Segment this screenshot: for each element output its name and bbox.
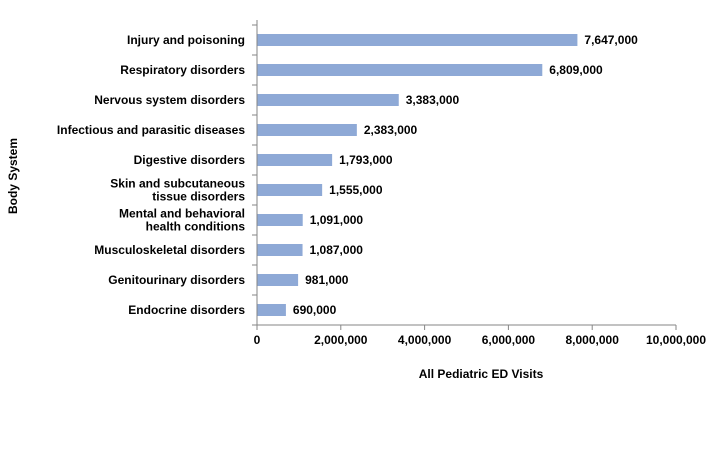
category-label-line: Genitourinary disorders <box>108 273 245 287</box>
category-label-line: Nervous system disorders <box>94 93 245 107</box>
bar <box>257 184 323 196</box>
category-label: Endocrine disorders <box>128 303 245 317</box>
category-label-line: Endocrine disorders <box>128 303 245 317</box>
category-label: Infectious and parasitic diseases <box>57 123 245 137</box>
bar <box>257 64 543 76</box>
data-label: 6,809,000 <box>549 63 603 77</box>
data-label: 1,555,000 <box>329 183 383 197</box>
category-label-line: Infectious and parasitic diseases <box>57 123 245 137</box>
category-label: Musculoskeletal disorders <box>94 243 245 257</box>
category-label: Mental and behavioral health conditions <box>119 207 245 234</box>
category-label-line: Digestive disorders <box>134 153 246 167</box>
category-label-line: Mental and behavioral <box>119 207 245 221</box>
bar <box>257 154 333 166</box>
x-tick-label: 4,000,000 <box>398 333 452 347</box>
data-label: 981,000 <box>305 273 349 287</box>
bar <box>257 214 303 226</box>
data-label: 1,793,000 <box>339 153 393 167</box>
bar <box>257 124 357 136</box>
category-label-line: Musculoskeletal disorders <box>94 243 245 257</box>
data-label: 2,383,000 <box>364 123 418 137</box>
category-label-line: Skin and subcutaneous <box>110 177 245 191</box>
category-label: Genitourinary disorders <box>108 273 245 287</box>
x-tick-label: 2,000,000 <box>314 333 368 347</box>
y-axis-title: Body System <box>6 138 20 214</box>
bar <box>257 94 399 106</box>
category-label: Respiratory disorders <box>120 63 245 77</box>
category-label-line: tissue disorders <box>152 190 245 204</box>
bar <box>257 244 303 256</box>
bar <box>257 34 578 46</box>
category-label: Skin and subcutaneous tissue disorders <box>110 177 245 204</box>
x-tick-label: 10,000,000 <box>646 333 706 347</box>
x-tick-label: 6,000,000 <box>482 333 536 347</box>
data-label: 1,087,000 <box>310 243 364 257</box>
x-tick-label: 0 <box>254 333 261 347</box>
category-label-line: Respiratory disorders <box>120 63 245 77</box>
x-tick-label: 8,000,000 <box>566 333 620 347</box>
category-label-line: health conditions <box>146 220 246 234</box>
category-label: Digestive disorders <box>134 153 246 167</box>
x-axis-title: All Pediatric ED Visits <box>419 367 544 381</box>
data-label: 7,647,000 <box>584 33 638 47</box>
bar <box>257 304 286 316</box>
category-label: Nervous system disorders <box>94 93 245 107</box>
data-label: 3,383,000 <box>406 93 460 107</box>
data-label: 690,000 <box>293 303 337 317</box>
bar <box>257 274 299 286</box>
category-label-line: Injury and poisoning <box>127 33 245 47</box>
data-label: 1,091,000 <box>310 213 364 227</box>
category-label: Injury and poisoning <box>127 33 245 47</box>
